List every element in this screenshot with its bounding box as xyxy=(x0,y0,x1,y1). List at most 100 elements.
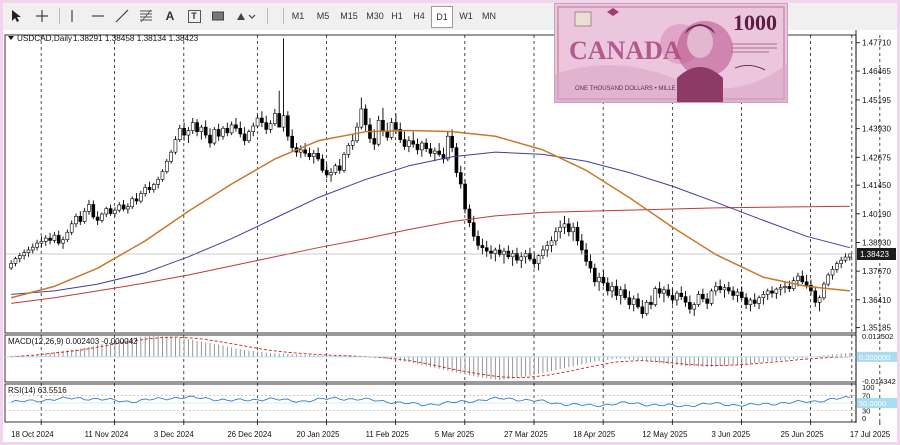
candle-body xyxy=(567,223,571,233)
candle-body xyxy=(752,299,757,304)
candle-body xyxy=(333,165,338,173)
price-tick-label: 1.46465 xyxy=(862,67,891,76)
candle-body xyxy=(830,269,835,276)
rsi-line xyxy=(10,395,850,408)
text-label-icon[interactable]: T xyxy=(183,6,205,26)
candle-body xyxy=(247,131,251,142)
candle-body xyxy=(303,149,307,154)
candle-body xyxy=(636,298,640,308)
platform-window: A T M1 M5 M15 M30 H1 H4 D1 W1 MN 0.01250… xyxy=(3,3,897,442)
candle-body xyxy=(134,198,139,202)
candle-body xyxy=(809,284,813,292)
candle-body xyxy=(701,294,705,300)
timeframe-h4[interactable]: H4 xyxy=(413,11,425,21)
candle-body xyxy=(757,297,761,304)
candle-body xyxy=(69,223,74,233)
candle-body xyxy=(203,126,208,136)
price-tick-label: 1.45195 xyxy=(862,96,891,105)
candle-body xyxy=(337,165,342,171)
banknote-subtitle: ONE THOUSAND DOLLARS • MILLE xyxy=(575,86,676,92)
timeframe-d1[interactable]: D1 xyxy=(431,6,453,28)
candle-body xyxy=(95,216,100,221)
candle-body xyxy=(428,148,433,154)
crosshair-icon[interactable] xyxy=(31,6,53,26)
time-tick-label: 11 Feb 2025 xyxy=(366,430,410,439)
candle-body xyxy=(350,140,355,146)
timeframe-m1[interactable]: M1 xyxy=(291,11,305,21)
candle-body xyxy=(316,152,320,160)
vertical-line-icon[interactable] xyxy=(63,6,81,26)
macd-label: MACD(12,26,9) 0.002403 -0.000042 xyxy=(8,337,138,346)
cursor-icon[interactable] xyxy=(5,6,27,26)
trendline-icon[interactable] xyxy=(111,6,133,26)
candle-body xyxy=(484,247,489,252)
candle-body xyxy=(286,115,290,137)
candle-body xyxy=(545,245,550,251)
timeframe-m15[interactable]: M15 xyxy=(340,11,358,21)
candle-body xyxy=(74,216,78,225)
candle-body xyxy=(13,258,18,264)
candle-body xyxy=(839,259,844,264)
candle-body xyxy=(458,172,463,185)
shapes-icon[interactable] xyxy=(231,6,261,26)
candle-body xyxy=(143,187,147,194)
candle-body xyxy=(234,124,238,129)
candle-body xyxy=(463,183,467,210)
candle-body xyxy=(510,253,515,258)
candle-body xyxy=(182,127,186,136)
current-price-label: 1.38423 xyxy=(860,250,889,259)
candle-body xyxy=(726,287,731,292)
candle-body xyxy=(407,140,411,147)
candle-body xyxy=(195,122,199,132)
candle-body xyxy=(735,291,740,296)
horizontal-line-icon[interactable] xyxy=(87,6,109,26)
candle-body xyxy=(177,127,182,140)
candle-body xyxy=(675,292,679,301)
candle-body xyxy=(100,213,104,221)
candle-body xyxy=(424,142,428,150)
candle-body xyxy=(588,261,593,269)
candle-body xyxy=(848,253,852,258)
price-tick-label: 1.43930 xyxy=(862,125,891,134)
candle-body xyxy=(121,204,126,210)
price-tick-label: 1.40190 xyxy=(862,210,891,219)
time-tick-label: 26 Dec 2024 xyxy=(227,430,272,439)
time-tick-label: 17 Jul 2025 xyxy=(850,430,891,439)
candle-body xyxy=(696,294,701,305)
text-icon[interactable]: A xyxy=(165,9,175,23)
candle-body xyxy=(843,256,848,261)
candle-body xyxy=(765,290,770,295)
collapse-triangle-icon[interactable] xyxy=(8,36,14,40)
rsi-tick-label: 100 xyxy=(862,383,875,392)
candle-body xyxy=(770,290,774,294)
macd-value-label: 0.000000 xyxy=(859,353,890,362)
candle-body xyxy=(476,236,480,246)
time-tick-label: 12 May 2025 xyxy=(642,430,688,439)
chart-symbol-label: USDCAD,Daily xyxy=(17,34,73,43)
banknote-denomination: 1000 xyxy=(733,10,777,35)
time-tick-label: 27 Mar 2025 xyxy=(504,430,548,439)
candle-body xyxy=(532,258,537,264)
candle-body xyxy=(307,152,312,158)
timeframe-mn[interactable]: MN xyxy=(482,11,496,21)
timeframe-h1[interactable]: H1 xyxy=(391,11,403,21)
fibonacci-icon[interactable] xyxy=(135,6,157,26)
candle-body xyxy=(783,286,787,288)
candle-body xyxy=(640,306,645,314)
price-tick-label: 1.42675 xyxy=(862,153,891,162)
timeframe-w1[interactable]: W1 xyxy=(459,11,473,21)
timeframe-m30[interactable]: M30 xyxy=(366,11,384,21)
timeframe-m5[interactable]: M5 xyxy=(316,11,330,21)
candle-body xyxy=(631,298,636,305)
candle-body xyxy=(618,289,623,296)
candle-body xyxy=(91,204,96,218)
candle-body xyxy=(117,204,122,211)
candle-body xyxy=(497,249,502,255)
candle-body xyxy=(320,158,325,171)
candle-body xyxy=(65,231,70,241)
candle-body xyxy=(415,143,420,151)
candle-body xyxy=(592,267,597,283)
candle-body xyxy=(290,135,294,148)
rectangle-icon[interactable] xyxy=(207,6,229,26)
candle-body xyxy=(48,237,52,241)
